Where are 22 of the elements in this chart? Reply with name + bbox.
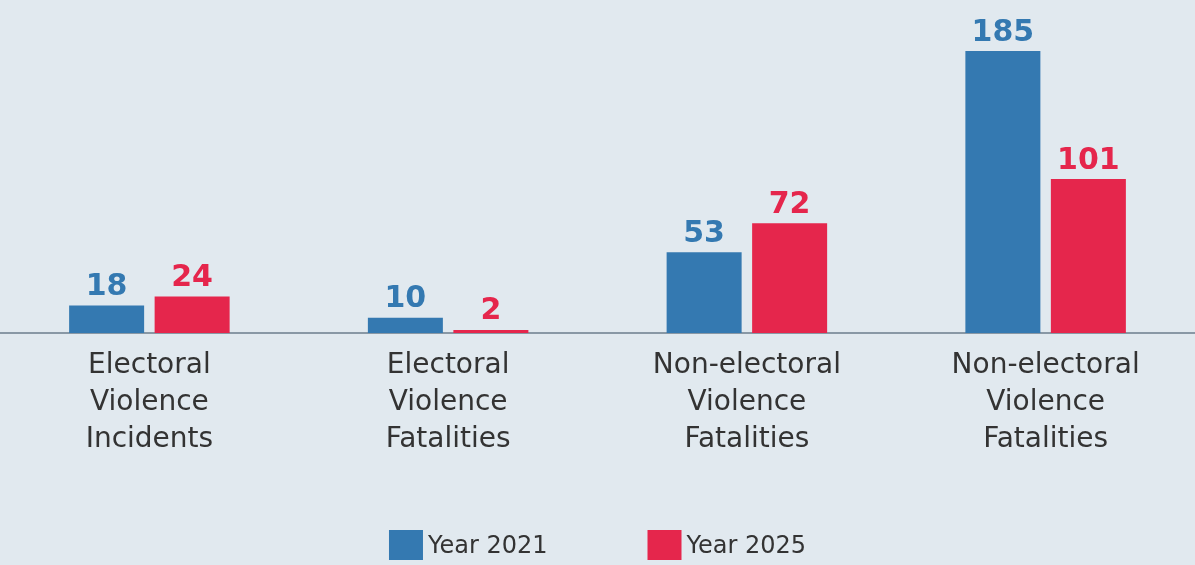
x-tick-label: Non-electoral Violence Fatalities bbox=[652, 347, 841, 454]
data-label: 101 bbox=[1057, 140, 1120, 176]
bar bbox=[453, 329, 529, 333]
legend-label: Year 2025 bbox=[685, 531, 807, 559]
bar bbox=[69, 305, 145, 333]
x-tick-label: Non-electoral Violence Fatalities bbox=[951, 347, 1140, 454]
bar bbox=[752, 223, 828, 333]
bar bbox=[367, 317, 443, 333]
legend-label: Year 2021 bbox=[426, 531, 548, 559]
data-label: 18 bbox=[85, 267, 128, 303]
x-tick-label: Electoral Violence Fatalities bbox=[385, 347, 511, 454]
data-label: 53 bbox=[683, 213, 725, 249]
data-label: 72 bbox=[768, 184, 811, 220]
bar bbox=[154, 296, 230, 333]
bar bbox=[666, 252, 742, 333]
bar bbox=[1050, 179, 1126, 333]
data-label: 185 bbox=[971, 12, 1035, 48]
data-label: 24 bbox=[171, 257, 213, 293]
x-tick-label: Electoral Violence Incidents bbox=[85, 347, 214, 454]
bar bbox=[965, 51, 1041, 333]
data-label: 10 bbox=[384, 279, 427, 315]
data-label: 2 bbox=[480, 291, 502, 327]
